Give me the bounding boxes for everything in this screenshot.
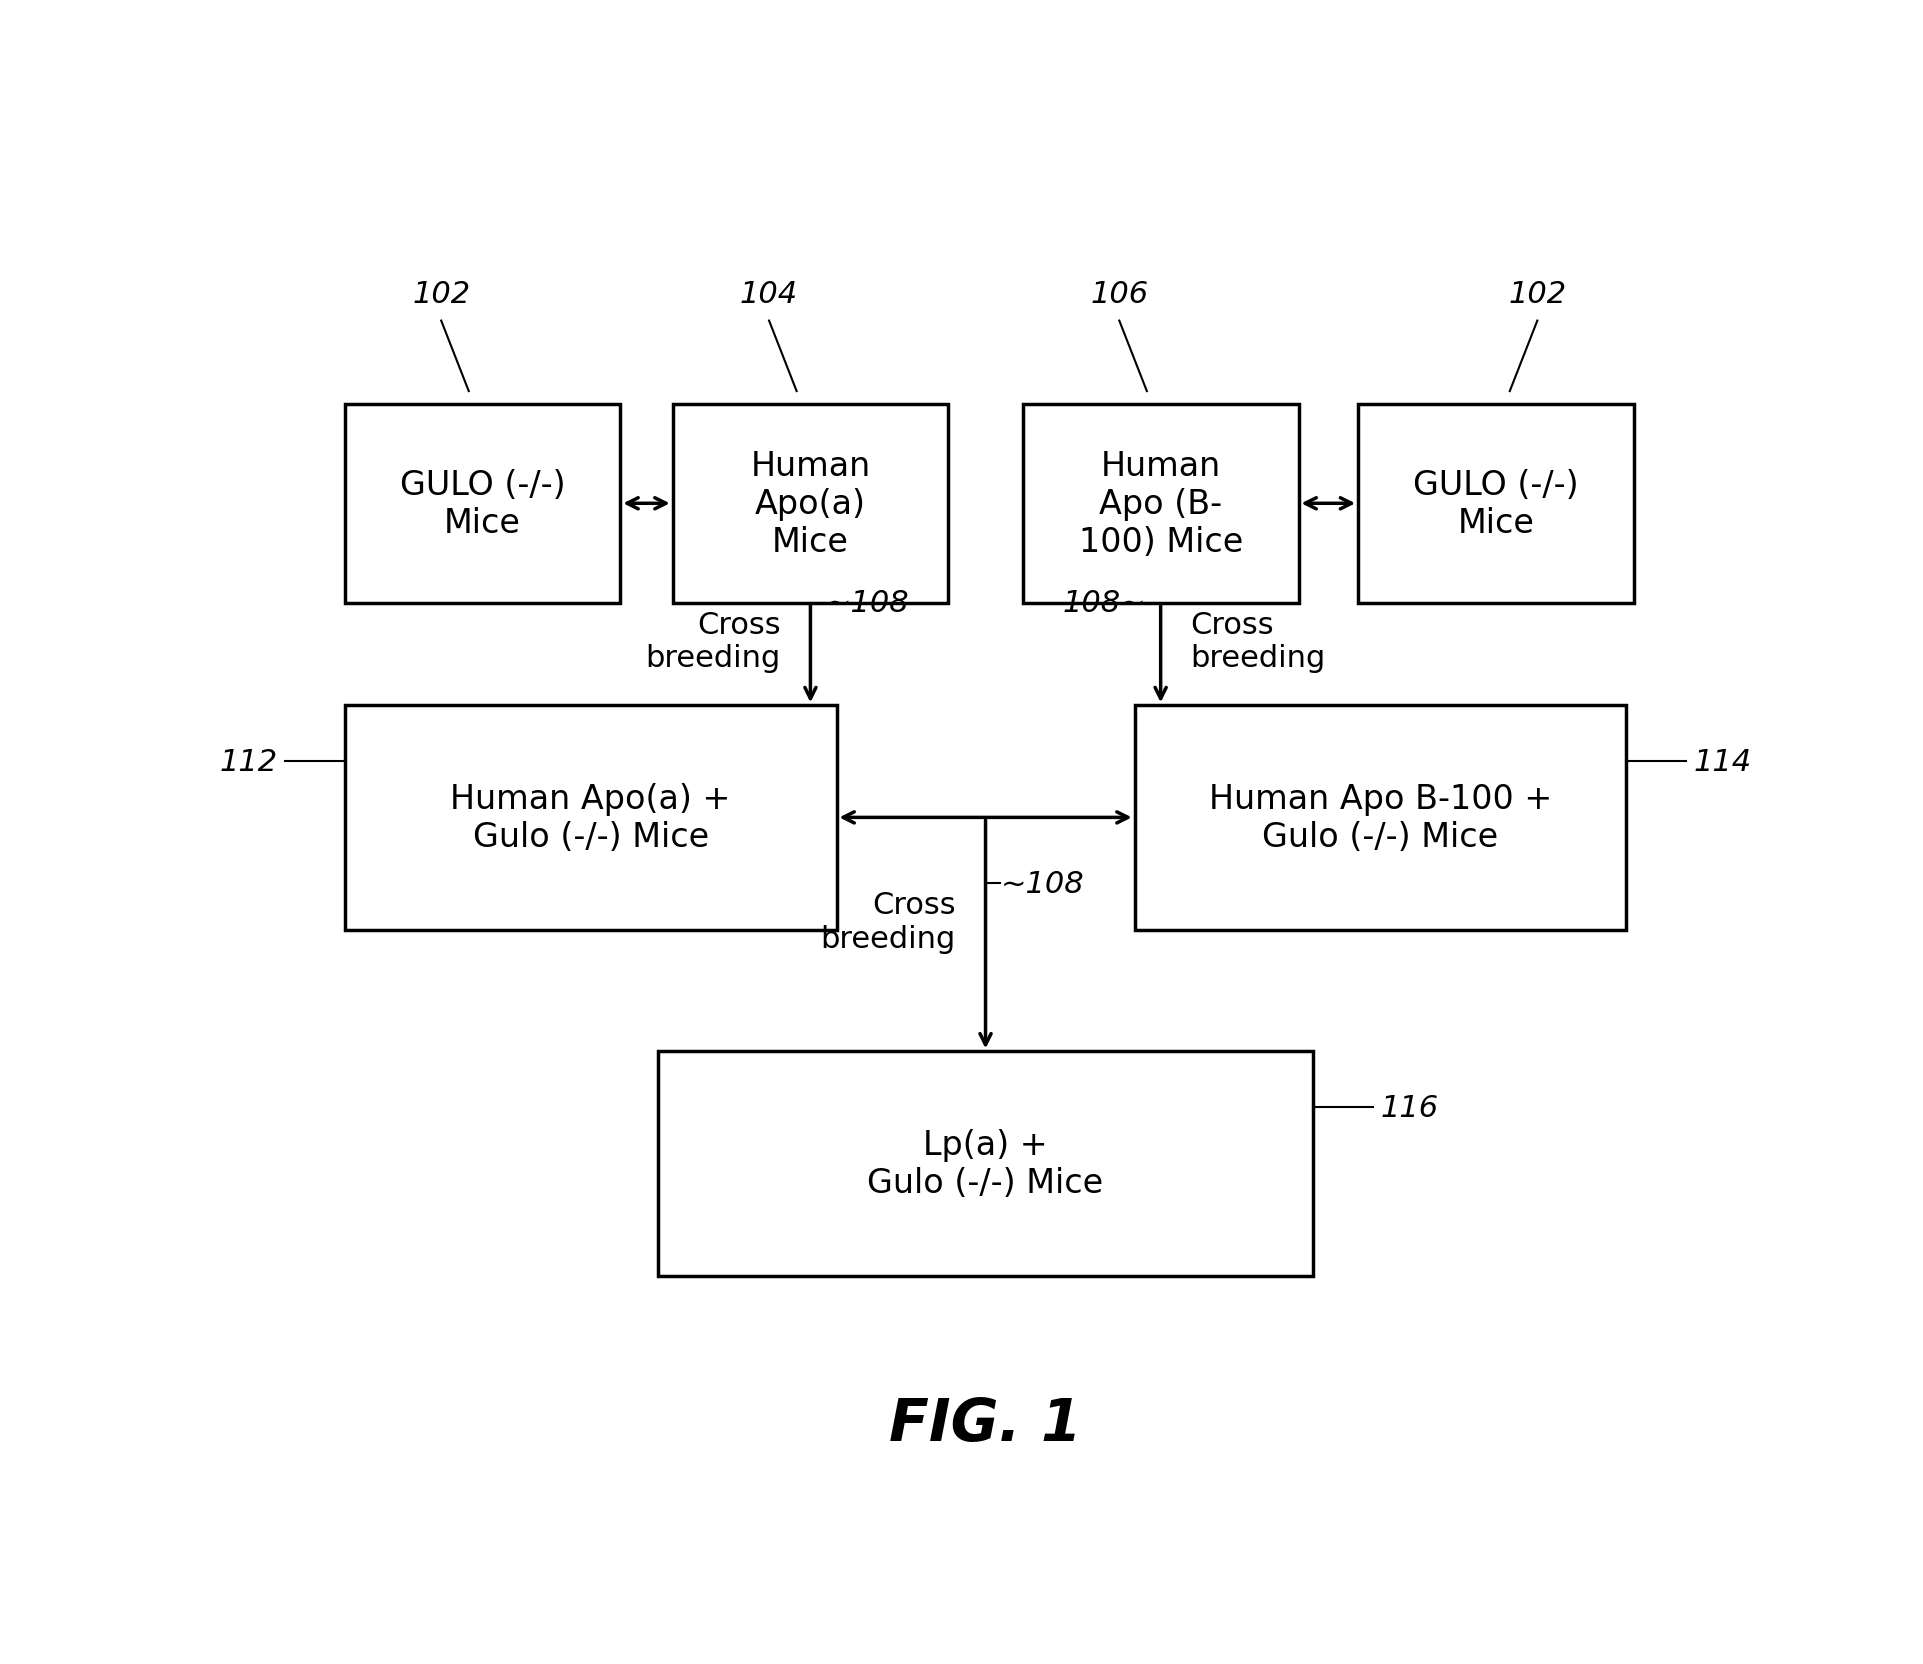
- Text: 116: 116: [1381, 1093, 1438, 1122]
- Text: Cross
breeding: Cross breeding: [821, 890, 956, 953]
- Text: FIG. 1: FIG. 1: [888, 1394, 1083, 1451]
- Text: GULO (-/-)
Mice: GULO (-/-) Mice: [1413, 468, 1579, 539]
- Bar: [1358, 404, 1635, 604]
- Text: Human Apo B-100 +
Gulo (-/-) Mice: Human Apo B-100 + Gulo (-/-) Mice: [1210, 782, 1552, 854]
- Text: Cross
breeding: Cross breeding: [646, 611, 781, 672]
- Bar: [344, 404, 621, 604]
- Text: Cross
breeding: Cross breeding: [1190, 611, 1325, 672]
- Text: Human Apo(a) +
Gulo (-/-) Mice: Human Apo(a) + Gulo (-/-) Mice: [450, 782, 731, 854]
- Bar: [658, 1052, 1313, 1276]
- Text: 104: 104: [740, 280, 798, 308]
- Text: 112: 112: [219, 747, 277, 777]
- Text: 106: 106: [1090, 280, 1148, 308]
- Text: GULO (-/-)
Mice: GULO (-/-) Mice: [400, 468, 565, 539]
- Text: 114: 114: [1694, 747, 1752, 777]
- Text: 102: 102: [1508, 280, 1567, 308]
- Bar: [673, 404, 948, 604]
- Bar: [344, 706, 837, 930]
- Text: Human
Apo(a)
Mice: Human Apo(a) Mice: [750, 449, 871, 559]
- Bar: [1135, 706, 1627, 930]
- Text: Lp(a) +
Gulo (-/-) Mice: Lp(a) + Gulo (-/-) Mice: [867, 1128, 1104, 1200]
- Bar: [1023, 404, 1298, 604]
- Text: ~108: ~108: [1000, 869, 1085, 899]
- Text: 102: 102: [412, 280, 471, 308]
- Text: ~108: ~108: [825, 589, 910, 617]
- Text: 108~: 108~: [1061, 589, 1146, 617]
- Text: Human
Apo (B-
100) Mice: Human Apo (B- 100) Mice: [1079, 449, 1242, 559]
